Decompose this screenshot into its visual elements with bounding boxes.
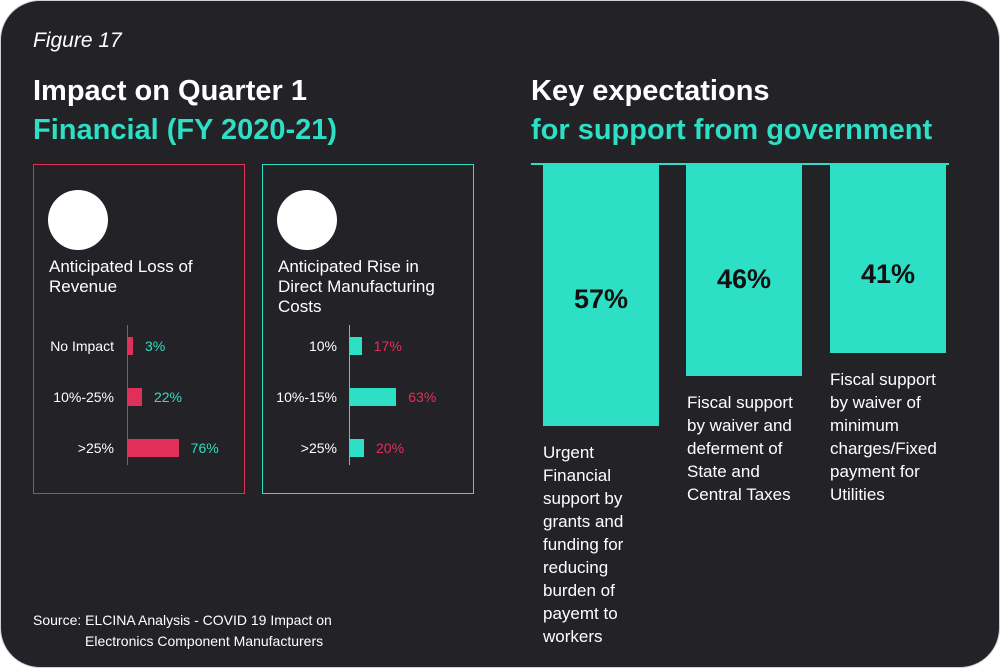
source-line1: Source: ELCINA Analysis - COVID 19 Impac… xyxy=(33,612,332,628)
bar-row: >25% 20% xyxy=(263,439,473,457)
column-bar: 57% xyxy=(543,164,659,427)
category-label: 10% xyxy=(308,338,337,354)
value-label: 63% xyxy=(408,389,437,405)
column-value-label: 57% xyxy=(573,284,629,314)
right-title-line1: Key expectations xyxy=(531,75,770,107)
panel-icon-circle xyxy=(48,190,108,250)
chart-title: Anticipated Rise in Direct Manufacturing… xyxy=(278,257,435,316)
category-label: No Impact xyxy=(50,338,114,354)
bar-row: No Impact 3% xyxy=(34,337,244,355)
left-title-line2: Financial (FY 2020-21) xyxy=(33,114,338,146)
value-label: 22% xyxy=(153,389,182,405)
column-bar: 46% xyxy=(686,164,802,376)
panel-icon-circle xyxy=(277,190,337,250)
bar xyxy=(349,439,364,457)
bar-row: >25% 76% xyxy=(34,439,244,457)
manufacturing-costs-panel: Anticipated Rise in Direct Manufacturing… xyxy=(262,164,474,494)
column-category-label: Urgent Financial support by grants and f… xyxy=(543,443,624,647)
bar xyxy=(349,388,397,406)
bar xyxy=(127,337,133,355)
bar xyxy=(349,337,362,355)
category-label: 10%-15% xyxy=(276,389,337,405)
figure-label: Figure 17 xyxy=(33,29,122,52)
source-line2: Electronics Component Manufacturers xyxy=(85,633,324,649)
loss-of-revenue-panel: Anticipated Loss of Revenue No Impact 3% 1… xyxy=(33,164,245,494)
category-label: >25% xyxy=(300,440,337,456)
value-label: 3% xyxy=(145,338,166,354)
chart-title: Anticipated Loss of Revenue xyxy=(49,257,193,296)
bar xyxy=(127,439,179,457)
value-label: 76% xyxy=(190,440,219,456)
category-label: 10%-25% xyxy=(53,389,114,405)
bar-row: 10% 17% xyxy=(263,337,473,355)
column-category-label: Fiscal support by waiver of minimum char… xyxy=(830,369,937,504)
column-value-label: 41% xyxy=(860,259,916,289)
right-title-line2: for support from government xyxy=(531,114,933,146)
category-label: >25% xyxy=(77,440,114,456)
value-label: 20% xyxy=(376,440,405,456)
source-note: Source: ELCINA Analysis - COVID 19 Impac… xyxy=(33,610,332,652)
value-label: 17% xyxy=(373,338,402,354)
column-bar: 41% xyxy=(830,164,946,353)
bar-row: 10%-25% 22% xyxy=(34,388,244,406)
left-title-line1: Impact on Quarter 1 xyxy=(33,75,307,107)
bar-row: 10%-15% 63% xyxy=(263,388,473,406)
bar xyxy=(127,388,142,406)
column-value-label: 46% xyxy=(716,264,772,294)
column-category-label: Fiscal support by waiver and deferment o… xyxy=(687,392,793,504)
